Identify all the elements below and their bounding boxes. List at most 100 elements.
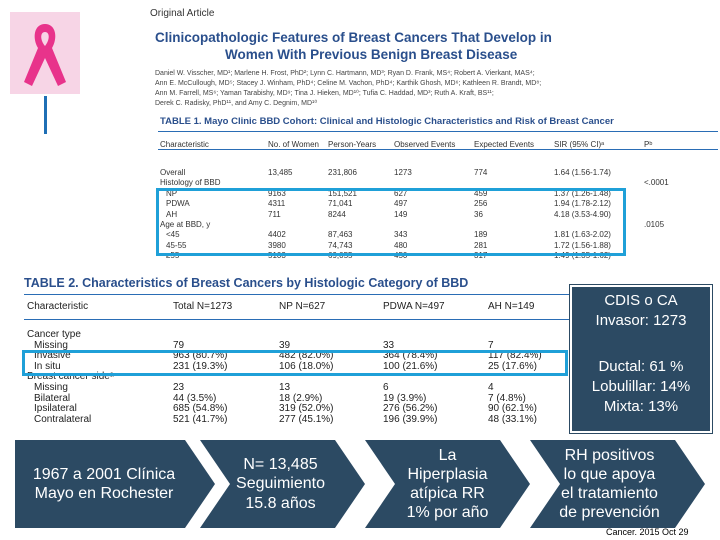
authors-line: Derek C. Radisky, PhD¹¹, and Amy C. Degn… <box>155 100 318 107</box>
table1-header: Observed Events <box>394 140 456 149</box>
table-row: Histology of BBD <.0001 <box>158 178 718 188</box>
table-cell: AH <box>166 209 178 219</box>
table-cell: Overall <box>160 168 186 177</box>
table2-body: Cancer type Missing 79 39 33 7 Invasive 963 (… <box>24 329 574 425</box>
table-cell: 7 <box>488 339 494 351</box>
table2-header-row: Characteristic Total N=1273 NP N=627 PDW… <box>24 300 574 320</box>
table-cell: 151,521 <box>328 188 357 198</box>
results-callout: CDIS o CA Invasor: 1273 Ductal: 61 % Lob… <box>569 284 713 434</box>
article-title-line2: Women With Previous Benign Breast Diseas… <box>225 47 518 62</box>
table-cell: 1.64 (1.56-1.74) <box>554 168 611 177</box>
table-cell <box>642 189 718 199</box>
table-row: NP 9163 151,521 627 459 1.37 (1.26-1.48) <box>158 189 718 199</box>
table-cell: 13,485 <box>268 168 293 177</box>
pink-ribbon-icon <box>24 24 66 86</box>
table-cell: 627 <box>394 188 408 198</box>
table-cell: 39 <box>279 339 291 351</box>
callout-line: Invasor: 1273 <box>595 312 687 329</box>
table-cell: 18 (2.9%) <box>279 392 323 404</box>
table-cell: 231 (19.3%) <box>173 360 228 372</box>
table-cell: Missing <box>34 381 68 393</box>
article-label: Original Article <box>150 8 215 19</box>
table-cell: 90 (62.1%) <box>488 403 537 415</box>
table1-header: No. of Women <box>268 140 319 149</box>
table-cell: 1.94 (1.78-2.12) <box>554 199 611 209</box>
table-cell: Contralateral <box>34 413 92 425</box>
table-cell: 482 (82.0%) <box>279 350 334 362</box>
accent-bar <box>44 96 47 134</box>
table-cell: 7 (4.8%) <box>488 392 526 404</box>
table-cell: 319 (52.0%) <box>279 403 334 415</box>
table-row: AH 711 8244 149 36 4.18 (3.53-4.90) <box>158 210 718 220</box>
table1-header: SIR (95% CI)ᵃ <box>554 140 605 149</box>
step-text: atípica RR <box>410 485 485 502</box>
table-cell: 1273 <box>394 168 412 177</box>
table-cell: 774 <box>474 168 488 177</box>
callout-spacer <box>572 331 710 357</box>
table-cell: 685 (54.8%) <box>173 403 228 415</box>
table-cell: 13 <box>279 381 291 393</box>
table-cell <box>380 330 485 341</box>
table-cell: 497 <box>394 199 408 209</box>
table-cell: Cancer type <box>27 329 81 340</box>
step-text: de prevención <box>559 504 660 522</box>
table1-header-row: Characteristic No. of Women Person-Years… <box>158 140 718 150</box>
table-cell: 3980 <box>268 240 286 250</box>
table2: Characteristic Total N=1273 NP N=627 PDW… <box>24 300 574 320</box>
table2-rule <box>24 294 574 295</box>
step-text: 15.8 años <box>245 494 316 512</box>
breast-cancer-ribbon-logo <box>10 12 80 94</box>
table-row: Ipsilateral 685 (54.8%) 319 (52.0%) 276 (56… <box>24 404 574 415</box>
table-cell <box>642 199 718 209</box>
table-cell: 71,041 <box>328 199 353 209</box>
table-cell: NP <box>166 188 178 198</box>
table1-header: Expected Events <box>474 140 535 149</box>
table-cell: 276 (56.2%) <box>383 403 438 415</box>
table2-header: NP N=627 <box>279 301 326 312</box>
table-cell: 74,743 <box>328 240 353 250</box>
table-cell: Missing <box>34 339 68 351</box>
table-cell: 4402 <box>268 230 286 240</box>
table-cell: 87,463 <box>328 230 353 240</box>
table-cell: 19 (3.9%) <box>383 392 427 404</box>
process-step-2: N= 13,485 Seguimiento 15.8 años <box>200 440 365 528</box>
table-cell: 106 (18.0%) <box>279 360 334 372</box>
table-cell: 277 (45.1%) <box>279 413 334 425</box>
table-cell: <45 <box>166 230 180 240</box>
table-cell: 33 <box>383 339 395 351</box>
table-row: Breast cancer sideᵃ <box>24 372 574 383</box>
process-step-4: RH positivos lo que apoya el tratamiento de… <box>530 440 705 528</box>
table-cell: 48 (33.1%) <box>488 413 537 425</box>
table1-title: TABLE 1. Mayo Clinic BBD Cohort: Clinica… <box>160 116 614 127</box>
table-cell: 9163 <box>268 188 286 198</box>
table-row: Bilateral 44 (3.5%) 18 (2.9%) 19 (3.9%) 7 (4… <box>24 392 574 405</box>
table-cell: 231,806 <box>328 168 357 177</box>
authors-line: Daniel W. Visscher, MD¹; Marlene H. Fros… <box>155 70 535 77</box>
table-cell: 1.37 (1.26-1.48) <box>554 188 611 198</box>
callout-line: Ductal: 61 % <box>598 358 684 375</box>
step-text: lo que apoya <box>563 465 656 483</box>
table2-title: TABLE 2. Characteristics of Breast Cance… <box>24 276 469 290</box>
table-cell: 711 <box>268 209 281 219</box>
step-text: La <box>438 446 457 464</box>
step-text: 1967 a 2001 Clínica <box>32 465 176 483</box>
table-cell: 23 <box>173 381 185 393</box>
table-cell: 4 <box>488 381 494 393</box>
table-row: Overall 13,485 231,806 1273 774 1.64 (1.56-1.… <box>158 168 718 178</box>
table-cell: Age at BBD, y <box>160 220 211 230</box>
step-text: Seguimiento <box>236 475 325 493</box>
table-cell <box>642 241 718 251</box>
table-cell <box>642 210 718 220</box>
table-cell: 343 <box>394 230 408 240</box>
article-title-line1: Clinicopathologic Features of Breast Can… <box>155 30 552 45</box>
table-cell: 45-55 <box>166 240 187 250</box>
table-cell: .0105 <box>644 220 665 230</box>
citation: Cancer. 2015 Oct 29 <box>606 527 689 537</box>
table-cell: Invasive <box>34 350 71 362</box>
table-cell: 79 <box>173 339 185 351</box>
table2-header: AH N=149 <box>488 301 535 312</box>
table-cell: 44 (3.5%) <box>173 392 217 404</box>
table-row: In situ 231 (19.3%) 106 (18.0%) 100 (21.6%)… <box>24 360 574 373</box>
callout-line: Lobulillar: 14% <box>591 378 691 395</box>
table1-rule <box>158 131 718 132</box>
